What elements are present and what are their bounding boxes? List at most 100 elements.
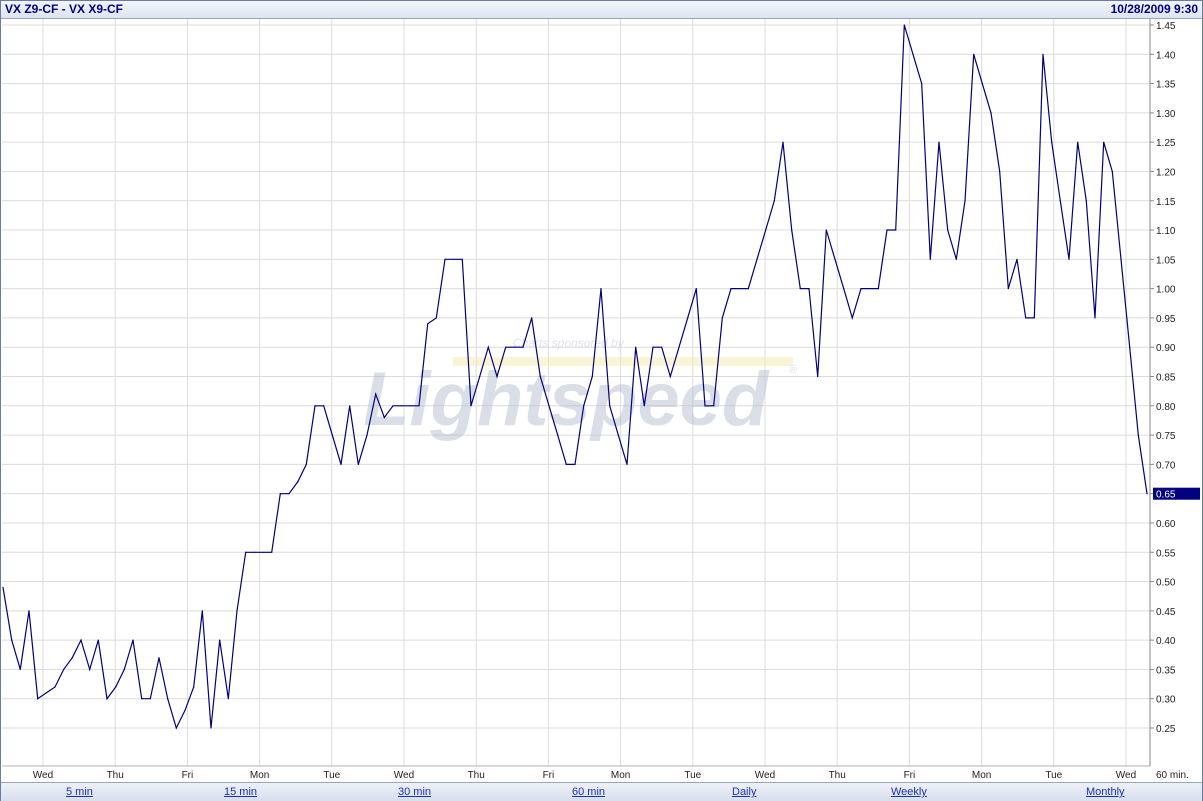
x-tick-label: Fri	[182, 770, 194, 781]
data-point	[167, 698, 169, 700]
data-point	[383, 416, 385, 419]
period-5-min-link[interactable]: 5 min	[66, 786, 93, 798]
y-tick-label: 0.55	[1156, 548, 1176, 559]
data-point	[2, 586, 4, 589]
data-point	[938, 141, 940, 143]
data-point	[1146, 493, 1148, 495]
data-point	[314, 405, 316, 407]
data-point	[193, 686, 195, 688]
period-weekly-link[interactable]: Weekly	[891, 786, 927, 798]
data-point	[1103, 141, 1105, 143]
data-point	[851, 317, 853, 319]
data-point	[955, 258, 957, 260]
x-tick-label: Wed	[755, 770, 775, 781]
data-point	[1016, 258, 1018, 260]
data-point	[1042, 53, 1044, 55]
y-tick-label: 1.15	[1156, 197, 1176, 208]
data-point	[1077, 141, 1079, 143]
data-point	[1007, 288, 1009, 290]
data-point	[19, 668, 21, 671]
data-point	[721, 317, 723, 319]
data-point	[201, 610, 203, 612]
series-points	[2, 24, 1148, 729]
data-point	[219, 639, 221, 641]
data-point	[297, 481, 299, 483]
y-tick-label: 1.25	[1156, 138, 1176, 149]
data-point	[869, 288, 871, 290]
x-tick-label: Fri	[904, 770, 916, 781]
data-point	[487, 346, 489, 348]
x-tick-label: Tue	[1045, 770, 1062, 781]
period-15-min-link[interactable]: 15 min	[224, 786, 258, 798]
x-tick-label: Thu	[107, 770, 124, 781]
x-tick-label: Tue	[323, 770, 340, 781]
data-point	[704, 405, 706, 407]
data-point	[687, 317, 689, 319]
data-point	[981, 83, 983, 85]
y-tick-label: 0.40	[1156, 636, 1176, 647]
x-tick-label: Thu	[829, 770, 846, 781]
symbol-title: VX Z9-CF - VX X9-CF	[5, 2, 124, 16]
data-point	[929, 258, 931, 260]
data-point	[435, 317, 437, 319]
data-point	[427, 323, 429, 325]
data-point	[825, 229, 827, 231]
period-monthly-link[interactable]: Monthly	[1086, 786, 1125, 798]
y-tick-label: 0.95	[1156, 314, 1176, 325]
data-point	[71, 657, 73, 659]
y-tick-label: 0.75	[1156, 431, 1176, 442]
x-tick-label: Mon	[611, 770, 630, 781]
y-tick-label: 1.40	[1156, 50, 1176, 61]
period-daily-link[interactable]: Daily	[732, 786, 757, 798]
data-point	[470, 405, 472, 407]
y-tick-label: 0.80	[1156, 402, 1176, 413]
data-point	[1120, 258, 1122, 260]
grid	[2, 19, 1150, 767]
data-point	[600, 288, 602, 290]
data-point	[1025, 317, 1027, 319]
y-tick-label: 0.45	[1156, 607, 1176, 618]
y-tick-label: 1.20	[1156, 167, 1176, 178]
x-tick-label: Wed	[33, 770, 53, 781]
data-point	[63, 668, 65, 671]
data-point	[539, 375, 541, 378]
data-point	[713, 405, 715, 407]
data-point	[1085, 200, 1087, 202]
data-point	[37, 698, 39, 700]
data-point	[175, 727, 177, 729]
data-point	[565, 463, 567, 465]
y-tick-label: 1.05	[1156, 255, 1176, 266]
data-point	[895, 229, 897, 231]
y-tick-label: 0.90	[1156, 343, 1176, 354]
y-axis-ticks: 0.25 0.30 0.35 0.40 0.45 0.50 0.55 0.60 0.65 0.70…	[1150, 21, 1176, 735]
data-point	[245, 551, 247, 553]
data-point	[375, 393, 377, 395]
data-point	[791, 229, 793, 231]
data-point	[227, 698, 229, 700]
data-point	[591, 375, 593, 378]
data-point	[609, 405, 611, 407]
data-point	[669, 375, 671, 378]
x-tick-label: Wed	[1116, 770, 1136, 781]
data-point	[1129, 346, 1131, 348]
data-point	[453, 258, 455, 260]
period-30-min-link[interactable]: 30 min	[398, 786, 432, 798]
y-tick-label: 1.35	[1156, 80, 1176, 91]
y-tick-label: 0.30	[1156, 695, 1176, 706]
data-point	[340, 463, 342, 465]
x-tick-label: Mon	[250, 770, 269, 781]
data-point	[643, 405, 645, 407]
y-tick-label: 0.60	[1156, 519, 1176, 530]
data-point	[834, 258, 836, 260]
watermark-swoosh	[453, 357, 793, 366]
last-value-badge: 0.65	[1153, 487, 1200, 501]
y-tick-label: 0.85	[1156, 373, 1176, 384]
watermark-tagline: Charts sponsored by	[513, 336, 625, 350]
data-point	[799, 288, 801, 290]
data-point	[158, 657, 160, 659]
period-60-min-link[interactable]: 60 min	[572, 786, 606, 798]
data-point	[89, 668, 91, 671]
data-point	[184, 709, 186, 712]
data-point	[366, 434, 368, 436]
x-tick-label: Thu	[468, 770, 485, 781]
